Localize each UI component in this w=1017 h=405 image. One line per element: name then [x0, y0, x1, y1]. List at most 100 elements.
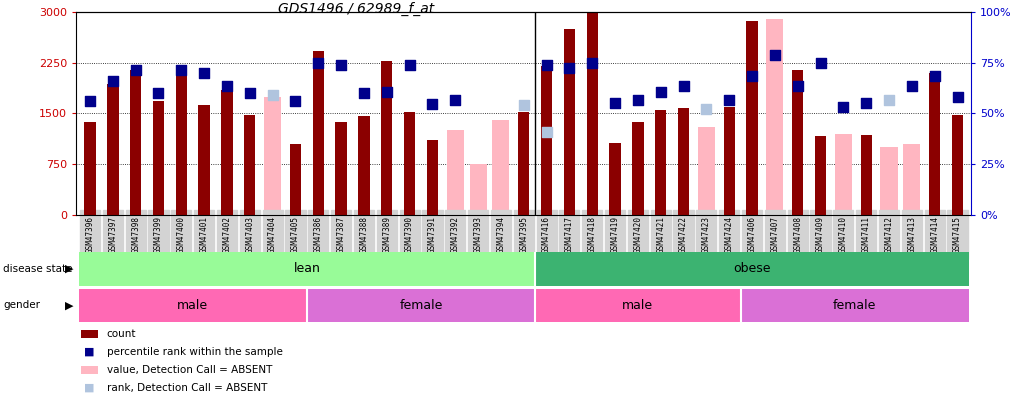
Bar [381, 61, 393, 215]
Bar [446, 130, 464, 215]
Point [447, 97, 464, 103]
Bar [541, 66, 552, 215]
Bar [740, 289, 969, 322]
Point [151, 90, 167, 96]
Point [675, 83, 692, 90]
Bar [518, 112, 530, 215]
Text: female: female [833, 299, 877, 312]
Bar [78, 252, 535, 286]
Point [858, 99, 875, 106]
Text: male: male [177, 299, 208, 312]
Bar [815, 136, 826, 215]
Bar [264, 96, 281, 215]
Point [81, 98, 98, 104]
Point [538, 62, 554, 68]
Point [516, 102, 532, 109]
Bar [84, 122, 96, 215]
Point [950, 93, 966, 100]
Text: ■: ■ [84, 383, 95, 392]
Point [813, 60, 829, 66]
Text: ▶: ▶ [65, 264, 73, 274]
Point [904, 83, 920, 90]
Point [721, 97, 737, 103]
Point [173, 66, 189, 73]
Point [584, 60, 600, 66]
Point [196, 70, 213, 76]
Bar [470, 164, 487, 215]
Bar [587, 12, 598, 215]
Bar [222, 90, 233, 215]
Bar [655, 110, 666, 215]
Text: lean: lean [294, 262, 320, 275]
Bar [535, 252, 969, 286]
Bar [176, 66, 187, 215]
Bar [767, 19, 783, 215]
Point [219, 83, 235, 90]
Point [699, 106, 715, 113]
Bar [792, 70, 803, 215]
Bar [563, 29, 576, 215]
Bar [78, 289, 307, 322]
Text: GDS1496 / 62989_f_at: GDS1496 / 62989_f_at [278, 2, 434, 16]
Bar [492, 120, 510, 215]
Bar [723, 107, 735, 215]
Point [835, 103, 851, 110]
Bar [929, 73, 941, 215]
Bar [336, 122, 347, 215]
Bar [153, 101, 164, 215]
Bar [881, 147, 898, 215]
Point [630, 97, 646, 103]
Point [402, 62, 418, 68]
Bar [244, 115, 255, 215]
Bar [404, 112, 415, 215]
Bar [307, 289, 535, 322]
Point [105, 78, 121, 84]
Text: gender: gender [3, 301, 40, 310]
Text: rank, Detection Call = ABSENT: rank, Detection Call = ABSENT [107, 383, 267, 392]
Text: count: count [107, 329, 136, 339]
Text: value, Detection Call = ABSENT: value, Detection Call = ABSENT [107, 365, 273, 375]
Bar [903, 144, 920, 215]
Point [538, 129, 554, 136]
Bar [860, 135, 872, 215]
Bar [746, 21, 758, 215]
Point [653, 89, 669, 95]
Bar [835, 134, 852, 215]
Point [264, 91, 281, 98]
Bar [952, 115, 963, 215]
Text: obese: obese [733, 262, 771, 275]
Bar [698, 127, 715, 215]
Point [926, 73, 943, 79]
Bar [633, 122, 644, 215]
Text: percentile rank within the sample: percentile rank within the sample [107, 347, 283, 357]
Point [333, 62, 349, 68]
Bar [107, 84, 119, 215]
Point [127, 66, 143, 73]
Text: male: male [622, 299, 654, 312]
Point [310, 60, 326, 66]
Point [743, 73, 760, 79]
Bar [427, 141, 438, 215]
Bar [312, 51, 324, 215]
Point [607, 100, 623, 107]
Text: female: female [400, 299, 442, 312]
Point [356, 90, 372, 96]
Point [242, 90, 258, 96]
Bar [130, 70, 141, 215]
Bar [198, 105, 210, 215]
Point [288, 98, 304, 104]
Bar [535, 289, 740, 322]
Point [561, 65, 578, 71]
Point [767, 51, 783, 58]
Point [378, 89, 395, 95]
Text: ■: ■ [84, 347, 95, 357]
Bar [358, 116, 369, 215]
Point [424, 101, 440, 107]
Text: disease state: disease state [3, 264, 72, 274]
Text: ▶: ▶ [65, 301, 73, 310]
Bar [678, 108, 690, 215]
Point [881, 97, 897, 103]
Bar [609, 143, 620, 215]
Point [789, 83, 805, 90]
Bar [290, 144, 301, 215]
